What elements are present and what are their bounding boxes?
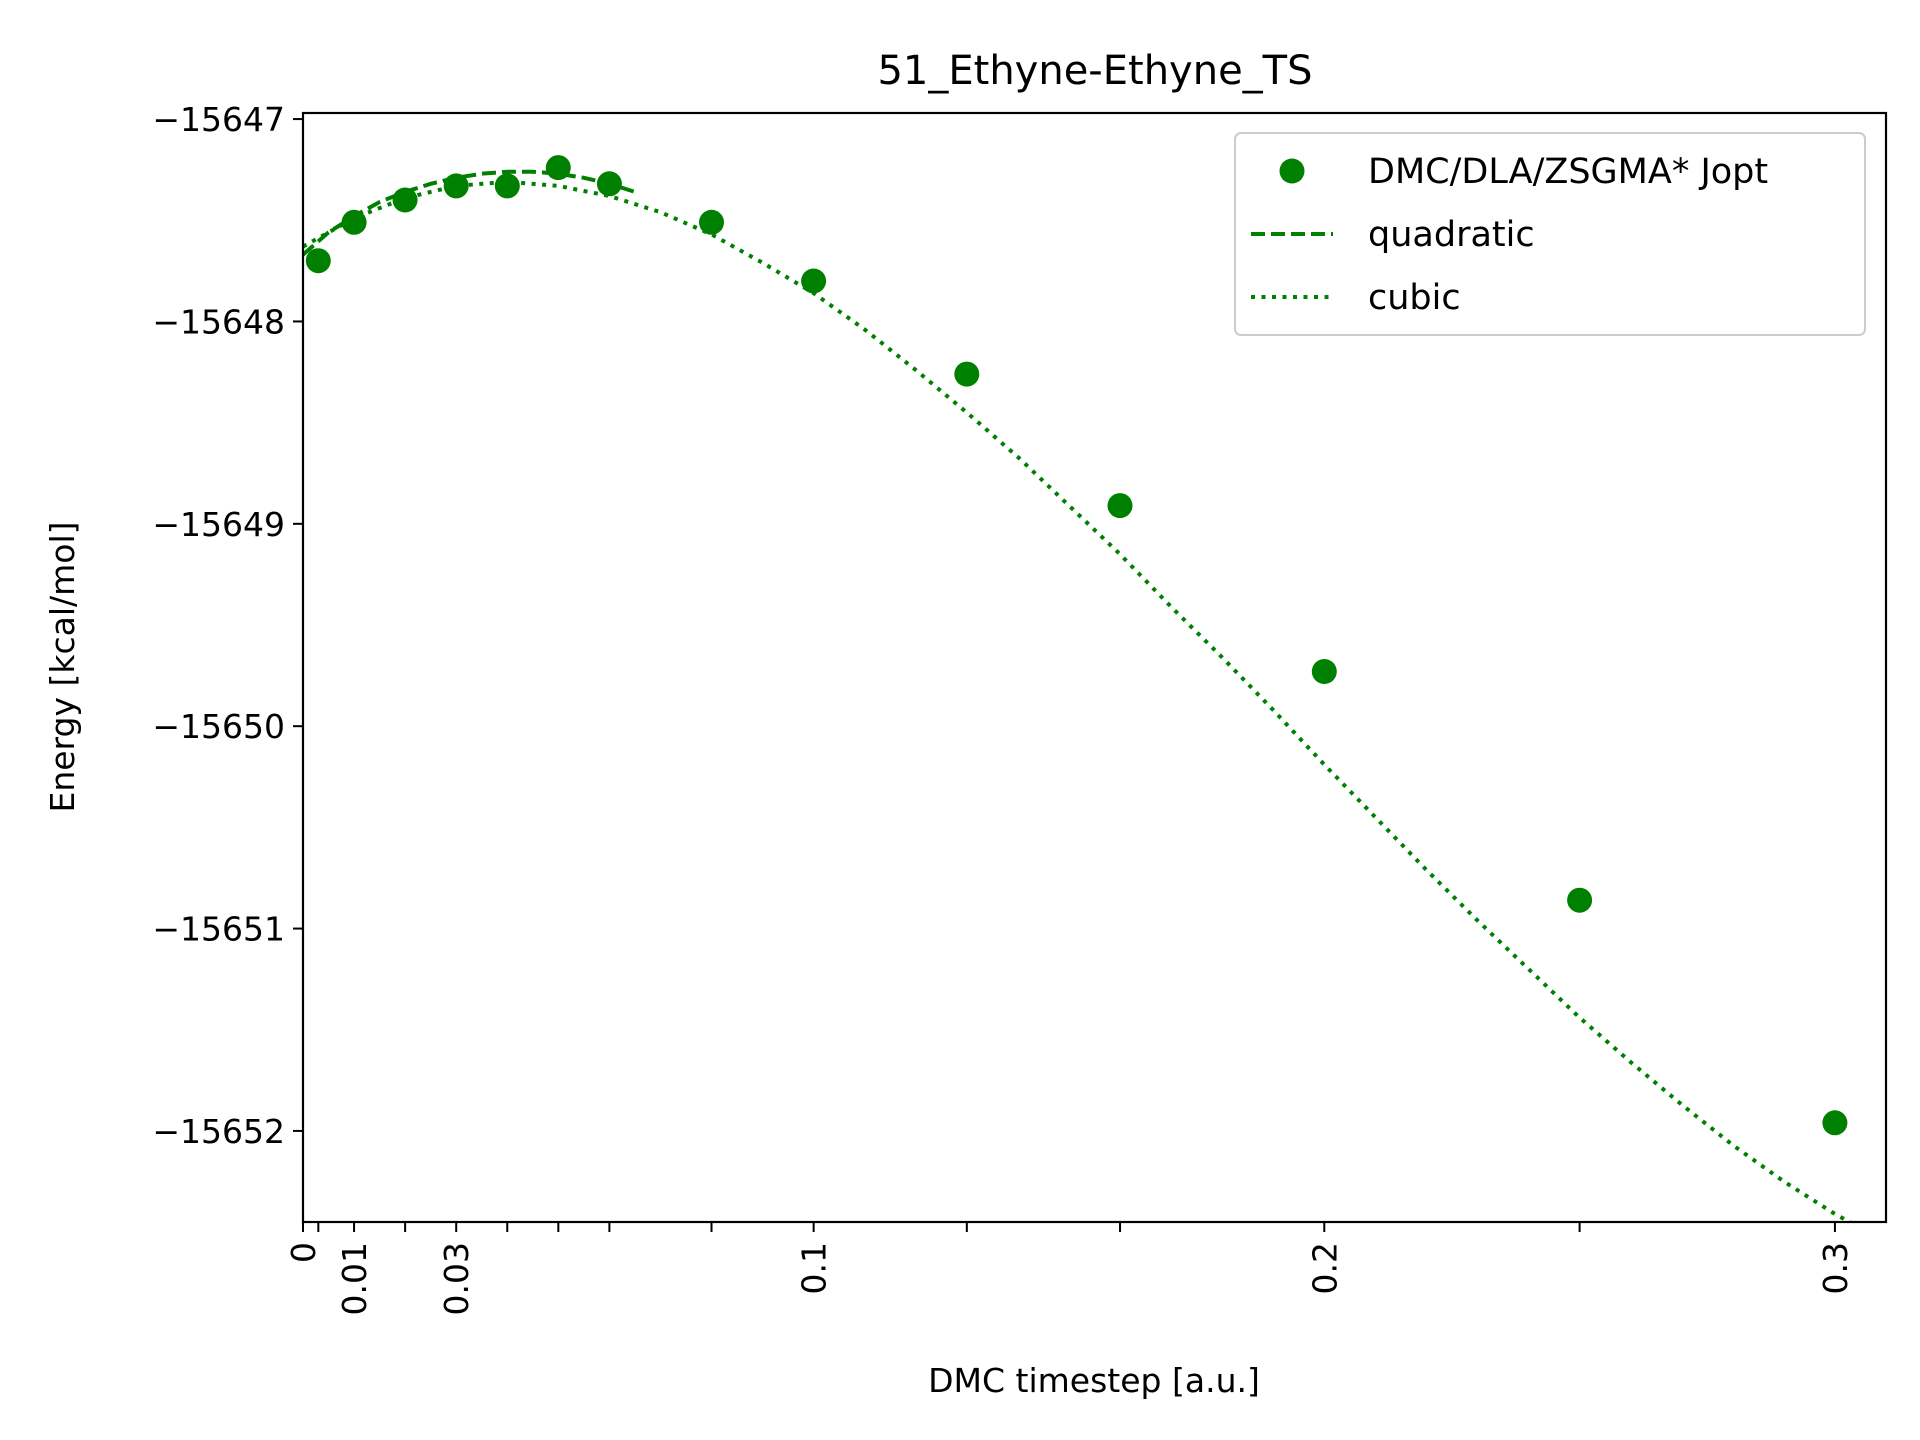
y-tick-label: −15647 <box>152 100 285 139</box>
y-axis: −15647 −15648 −15649 −15650 −15651 −15652 <box>152 100 303 1151</box>
data-point <box>1822 1110 1848 1136</box>
x-tick-label: 0.03 <box>437 1242 476 1315</box>
legend-marker <box>1279 158 1305 184</box>
x-tick-label: 0.2 <box>1305 1242 1344 1294</box>
y-tick-label: −15650 <box>152 707 285 746</box>
data-point <box>801 268 827 294</box>
data-point <box>596 171 622 197</box>
series-line-cubic <box>303 179 1854 1222</box>
y-tick-label: −15651 <box>152 910 285 949</box>
y-tick-label: −15648 <box>152 302 285 341</box>
data-point <box>443 173 469 199</box>
legend: DMC/DLA/ZSGMA* Jopt quadratic cubic <box>1234 132 1866 336</box>
data-point <box>1567 887 1593 913</box>
data-point <box>545 155 571 181</box>
y-axis-label: Energy [kcal/mol] <box>43 521 82 812</box>
data-point <box>392 187 418 213</box>
data-point <box>494 173 520 199</box>
x-tick-label: 0.1 <box>795 1242 834 1294</box>
x-tick-label: 0.01 <box>335 1242 374 1315</box>
data-point <box>699 209 724 235</box>
data-point <box>341 209 367 235</box>
x-tick-label: 0 <box>284 1242 323 1263</box>
legend-label: DMC/DLA/ZSGMA* Jopt <box>1368 152 1768 192</box>
x-axis: 0 0.01 0.03 0.1 0.2 0.3 <box>284 1222 1855 1315</box>
data-point <box>1107 493 1133 519</box>
data-point <box>305 248 331 274</box>
legend-label: quadratic <box>1368 215 1535 255</box>
x-axis-label: DMC timestep [a.u.] <box>928 1361 1260 1400</box>
data-point <box>954 361 980 387</box>
chart-title: 51_Ethyne-Ethyne_TS <box>877 48 1312 94</box>
y-tick-label: −15649 <box>152 505 285 544</box>
plot-area <box>303 155 1854 1222</box>
data-point <box>1311 659 1337 684</box>
x-tick-label: 0.3 <box>1816 1242 1855 1294</box>
plot-frame <box>301 111 1888 1224</box>
y-tick-label: −15652 <box>152 1112 285 1151</box>
series-layer <box>303 155 1854 1222</box>
legend-label: cubic <box>1368 278 1461 318</box>
legend-frame <box>1234 132 1866 336</box>
